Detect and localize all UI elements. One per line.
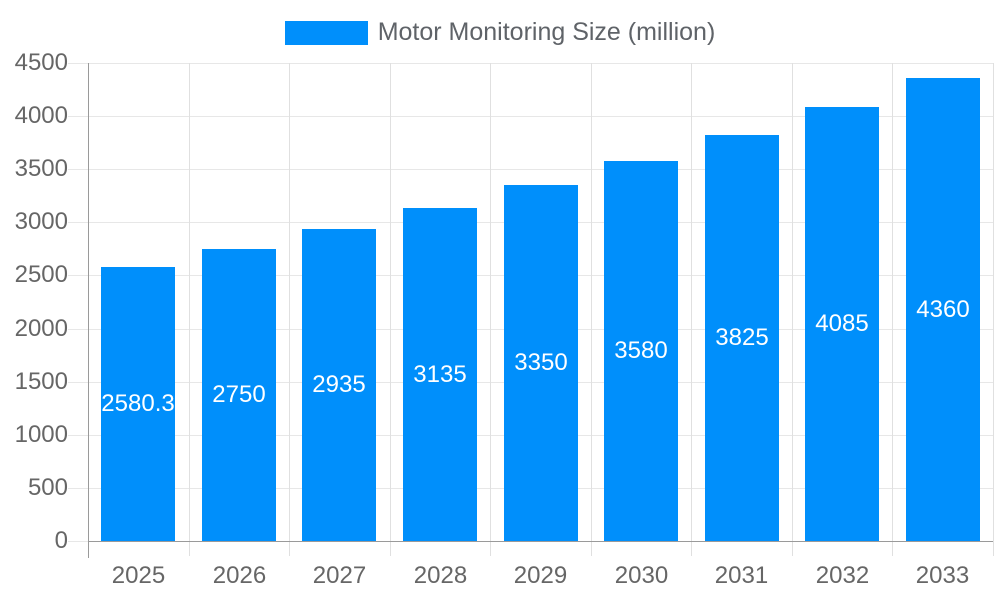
x-axis-tick-label: 2029 xyxy=(513,562,568,589)
x-axis-tick-label: 2027 xyxy=(312,562,367,589)
bar-value-label: 3350 xyxy=(514,349,568,376)
bar: 2935 xyxy=(302,229,376,541)
v-gridline xyxy=(591,63,592,556)
v-gridline xyxy=(691,63,692,556)
v-gridline xyxy=(289,63,290,556)
x-axis-tick-label: 2025 xyxy=(111,562,166,589)
y-axis-tick-label: 3000 xyxy=(14,208,68,235)
v-gridline xyxy=(993,63,994,556)
bar-value-label: 3825 xyxy=(715,324,769,351)
y-axis-tick-label: 1500 xyxy=(14,368,68,395)
v-gridline xyxy=(390,63,391,556)
x-axis-tick-label: 2026 xyxy=(212,562,267,589)
h-gridline xyxy=(68,63,993,64)
bar-value-label: 2580.3 xyxy=(101,390,175,417)
legend-item[interactable]: Motor Monitoring Size (million) xyxy=(284,18,716,47)
bar-value-label: 4360 xyxy=(916,295,970,323)
v-gridline xyxy=(490,63,491,556)
y-axis-tick-label: 4000 xyxy=(14,102,68,129)
x-axis-tick-label: 2030 xyxy=(614,562,669,589)
v-gridline xyxy=(892,63,893,556)
bar: 2750 xyxy=(202,249,276,541)
bar-value-label: 4085 xyxy=(815,310,869,337)
bar-value-label: 3580 xyxy=(614,337,668,364)
h-gridline xyxy=(68,116,993,117)
bar-value-label: 2935 xyxy=(312,371,366,398)
x-axis-tick-label: 2031 xyxy=(714,562,769,589)
y-axis-tick-label: 2500 xyxy=(14,261,68,288)
bar: 3135 xyxy=(403,208,477,541)
y-axis-tick-label: 1000 xyxy=(14,421,68,448)
y-axis-tick-label: 4500 xyxy=(14,49,68,76)
legend: Motor Monitoring Size (million) xyxy=(0,18,1000,47)
bar: 2580.3 xyxy=(101,267,175,541)
legend-label: Motor Monitoring Size (million) xyxy=(377,18,716,46)
bar-value-label: 2750 xyxy=(212,381,266,408)
x-axis-tick-label: 2028 xyxy=(413,562,468,589)
bar: 3825 xyxy=(705,135,779,541)
x-axis-tick-label: 2032 xyxy=(815,562,870,589)
legend-swatch xyxy=(284,20,368,45)
v-gridline xyxy=(792,63,793,556)
y-axis-line xyxy=(88,63,89,558)
bar: 4360 xyxy=(906,78,980,541)
x-axis-tick-label: 2033 xyxy=(915,562,970,589)
y-axis-tick-label: 3500 xyxy=(14,155,68,182)
x-axis-line xyxy=(88,541,993,542)
bar-value-label: 3135 xyxy=(413,360,467,388)
bar: 3350 xyxy=(504,185,578,541)
v-gridline xyxy=(189,63,190,556)
y-axis-tick-label: 500 xyxy=(27,474,68,501)
y-axis-tick-label: 0 xyxy=(54,527,68,554)
h-gridline xyxy=(68,169,993,170)
bar: 3580 xyxy=(604,161,678,541)
y-axis-tick-label: 2000 xyxy=(14,315,68,342)
bar: 4085 xyxy=(805,107,879,541)
